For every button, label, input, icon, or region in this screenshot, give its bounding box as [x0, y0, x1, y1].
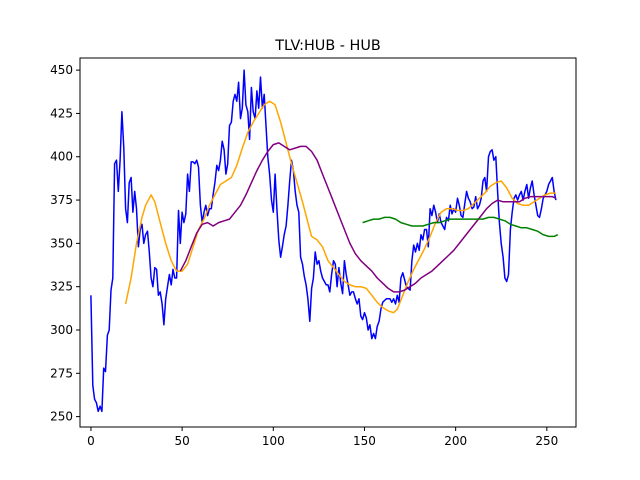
y-tick-label: 325: [50, 280, 73, 294]
x-tick-label: 250: [535, 434, 558, 448]
x-tick-label: 150: [353, 434, 376, 448]
x-tick-label: 50: [174, 434, 189, 448]
y-tick-label: 450: [50, 63, 73, 77]
y-tick-label: 250: [50, 410, 73, 424]
x-tick-label: 100: [262, 434, 285, 448]
x-tick-label: 200: [444, 434, 467, 448]
series-line-2: [124, 100, 556, 314]
y-tick-label: 400: [50, 150, 73, 164]
chart-title: TLV:HUB - HUB: [274, 38, 381, 54]
plot-frame: [79, 57, 577, 428]
y-tick-label: 425: [50, 106, 73, 120]
x-tick-label: 0: [87, 434, 95, 448]
y-tick-label: 300: [50, 323, 73, 337]
y-tick-label: 375: [50, 193, 73, 207]
y-tick-label: 350: [50, 236, 73, 250]
series-line-4: [362, 216, 559, 238]
series-layer: [90, 69, 559, 413]
y-tick-label: 275: [50, 366, 73, 380]
series-line-1: [90, 69, 557, 413]
axis-layer: 0 50 100 150 200 250 250 275 300 325 350 375 400 425 4…: [50, 63, 558, 448]
series-line-3: [179, 142, 557, 293]
